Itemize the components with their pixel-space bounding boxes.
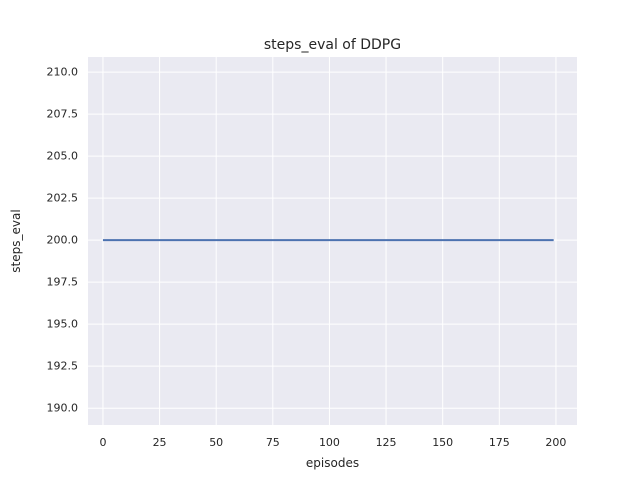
x-tick-label: 0 xyxy=(99,436,107,449)
x-tick-label: 175 xyxy=(488,436,510,449)
x-tick-label: 100 xyxy=(318,436,340,449)
chart-title: steps_eval of DDPG xyxy=(263,37,402,53)
y-tick-label: 200.0 xyxy=(46,233,79,247)
y-tick-label: 190.0 xyxy=(46,401,79,415)
plot-area xyxy=(88,57,577,425)
y-tick-label: 205.0 xyxy=(46,149,79,163)
x-tick-label: 200 xyxy=(545,436,567,449)
x-tick-label: 25 xyxy=(152,436,167,449)
y-tick-label: 202.5 xyxy=(46,191,79,205)
x-tick-label: 50 xyxy=(209,436,224,449)
x-axis-label: episodes xyxy=(305,456,360,470)
y-tick-label: 192.5 xyxy=(46,359,79,373)
y-tick-label: 197.5 xyxy=(46,275,79,289)
y-tick-label: 210.0 xyxy=(46,65,79,79)
y-tick-label: 207.5 xyxy=(46,107,79,121)
x-tick-label: 75 xyxy=(265,436,280,449)
x-tick-label: 150 xyxy=(432,436,454,449)
x-tick-label: 125 xyxy=(375,436,397,449)
plot-canvas xyxy=(88,57,577,425)
y-tick-label: 195.0 xyxy=(46,317,79,331)
